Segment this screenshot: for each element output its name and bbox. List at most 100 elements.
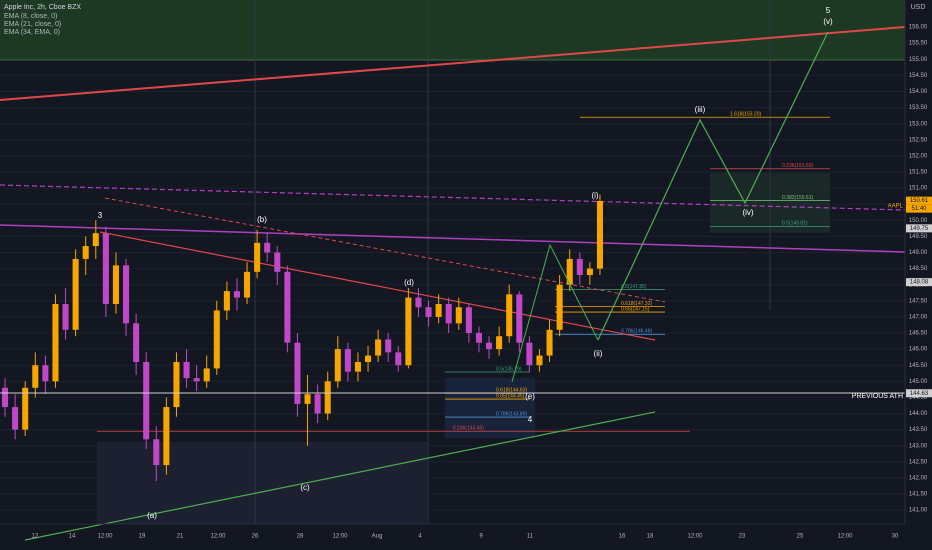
y-tick-label: 141.00 [909, 508, 928, 514]
y-tick-label: 143.00 [909, 443, 928, 449]
y-tick-label: 149.00 [909, 250, 928, 256]
candle-body [233, 291, 240, 298]
wave-label: (e) [525, 392, 535, 401]
x-tick-label: 11 [527, 534, 534, 540]
shade-box [97, 442, 427, 524]
wave-label: (ii) [594, 349, 603, 358]
candle-body [264, 242, 271, 253]
x-tick-label: 12:00 [687, 534, 703, 540]
wave-label: 4 [528, 415, 533, 424]
candle-body [102, 233, 109, 305]
candle-body [516, 294, 523, 343]
x-tick-label: 4 [418, 534, 422, 540]
y-tick-label: 142.00 [909, 476, 928, 482]
y-tick-label: 142.50 [909, 459, 928, 465]
target-zone [0, 0, 905, 60]
candle-body [153, 439, 160, 466]
fib-label: 0.5(149.81) [782, 221, 808, 227]
price-tag-label: 148.08 [910, 280, 929, 286]
candle-body [112, 265, 119, 305]
candle-body [546, 329, 553, 356]
candle-body [425, 307, 432, 317]
candle-body [254, 242, 261, 272]
shade-box [445, 378, 535, 438]
wave-path [597, 31, 829, 341]
price-tag-label: 144.63 [910, 391, 929, 397]
y-tick-label: 154.00 [909, 89, 928, 95]
countdown: 51:40 [911, 206, 927, 212]
fib-label: 0.618(144.63) [496, 388, 527, 394]
trendline [0, 26, 906, 101]
y-tick-label: 153.50 [909, 105, 928, 111]
wave-label: (b) [257, 215, 267, 224]
y-tick-label: 148.50 [909, 266, 928, 272]
candle-body [445, 304, 452, 324]
candle-body [435, 304, 442, 317]
wave-label: 3 [98, 211, 103, 220]
trendline [0, 184, 906, 211]
y-tick-label: 145.00 [909, 379, 928, 385]
fib-label: 0.236(143.45) [453, 426, 484, 432]
y-tick-label: 144.00 [909, 411, 928, 417]
candle-body [365, 355, 372, 363]
y-tick-label: 146.00 [909, 347, 928, 353]
price-tag-label: 149.75 [910, 226, 929, 232]
y-tick-label: 152.00 [909, 153, 928, 159]
y-tick-label: 150.00 [909, 218, 928, 224]
x-tick-label: 12 [32, 534, 39, 540]
trendline [0, 224, 906, 253]
candle-body [566, 258, 573, 285]
candle-body [596, 200, 603, 269]
indicator: EMA (8, close, 0) [4, 13, 57, 20]
candle-body [334, 349, 341, 382]
x-tick-label: 12:00 [210, 534, 226, 540]
wave-label: (i) [591, 191, 598, 200]
wave-label: (iv) [742, 208, 753, 217]
ath-label: PREVIOUS ATH [852, 393, 903, 400]
candle-body [375, 339, 382, 356]
fib-label: 0.5(145.29) [496, 366, 522, 372]
candle-body [72, 258, 79, 330]
price-tag [906, 278, 932, 287]
x-tick-label: 23 [739, 534, 746, 540]
x-tick-label: 14 [69, 534, 76, 540]
candle-body [536, 355, 543, 366]
y-tick-label: 151.50 [909, 170, 928, 176]
y-tick-label: 154.50 [909, 73, 928, 79]
wave-label: 5 [826, 6, 831, 15]
candle-body [183, 362, 190, 379]
candle-body [344, 349, 351, 372]
price-tag [906, 196, 932, 205]
candle-body [496, 336, 503, 350]
x-tick-label: 25 [797, 534, 804, 540]
candle-body [92, 233, 99, 247]
fib-label: 0.618(147.32) [621, 301, 652, 307]
candle-body [506, 294, 513, 337]
y-tick-label: 147.00 [909, 314, 928, 320]
y-tick-label: 144.50 [909, 395, 928, 401]
trendline [104, 197, 666, 303]
y-tick-label: 143.50 [909, 427, 928, 433]
x-tick-label: 28 [297, 534, 304, 540]
x-tick-label: 12:00 [97, 534, 113, 540]
candle-body [405, 297, 412, 366]
wave-label: (c) [300, 483, 310, 492]
candle-body [62, 304, 69, 330]
candle-body [173, 362, 180, 408]
countdown-tag [906, 204, 932, 213]
candle-body [52, 304, 59, 382]
candle-body [2, 387, 9, 408]
candle-body [42, 365, 49, 382]
y-tick-label: 146.50 [909, 331, 928, 337]
candle-body [133, 323, 140, 363]
y-tick-label: 141.50 [909, 492, 928, 498]
candle-body [486, 342, 493, 350]
price-axis [905, 0, 932, 550]
fib-label: 0.786(143.89) [496, 411, 527, 417]
candle-body [213, 310, 220, 369]
fib-label: 1.618(153.20) [730, 112, 761, 118]
candle-body [324, 381, 331, 414]
y-tick-label: 156.00 [909, 25, 928, 31]
y-tick-label: 149.50 [909, 234, 928, 240]
candle-body [314, 394, 321, 414]
